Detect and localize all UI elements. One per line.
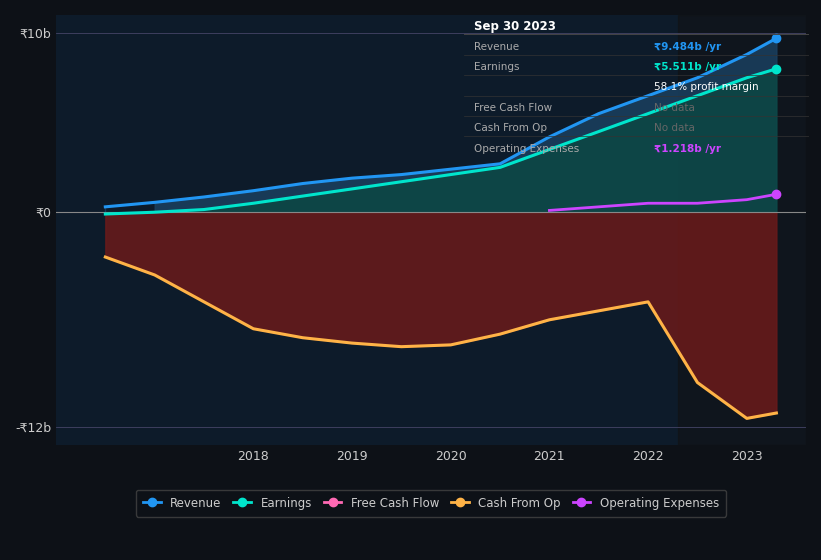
Text: 58.1% profit margin: 58.1% profit margin	[654, 82, 758, 92]
Text: No data: No data	[654, 123, 695, 133]
Text: Free Cash Flow: Free Cash Flow	[475, 103, 553, 113]
Bar	[677, 15, 806, 445]
Text: ₹1.218b /yr: ₹1.218b /yr	[654, 143, 721, 153]
Text: No data: No data	[654, 103, 695, 113]
Text: Cash From Op: Cash From Op	[475, 123, 548, 133]
Text: Earnings: Earnings	[475, 62, 520, 72]
Legend: Revenue, Earnings, Free Cash Flow, Cash From Op, Operating Expenses: Revenue, Earnings, Free Cash Flow, Cash …	[136, 489, 726, 517]
Text: Sep 30 2023: Sep 30 2023	[475, 20, 556, 32]
Text: Operating Expenses: Operating Expenses	[475, 143, 580, 153]
Text: Revenue: Revenue	[475, 41, 520, 52]
Text: ₹9.484b /yr: ₹9.484b /yr	[654, 41, 721, 52]
Text: ₹5.511b /yr: ₹5.511b /yr	[654, 62, 721, 72]
